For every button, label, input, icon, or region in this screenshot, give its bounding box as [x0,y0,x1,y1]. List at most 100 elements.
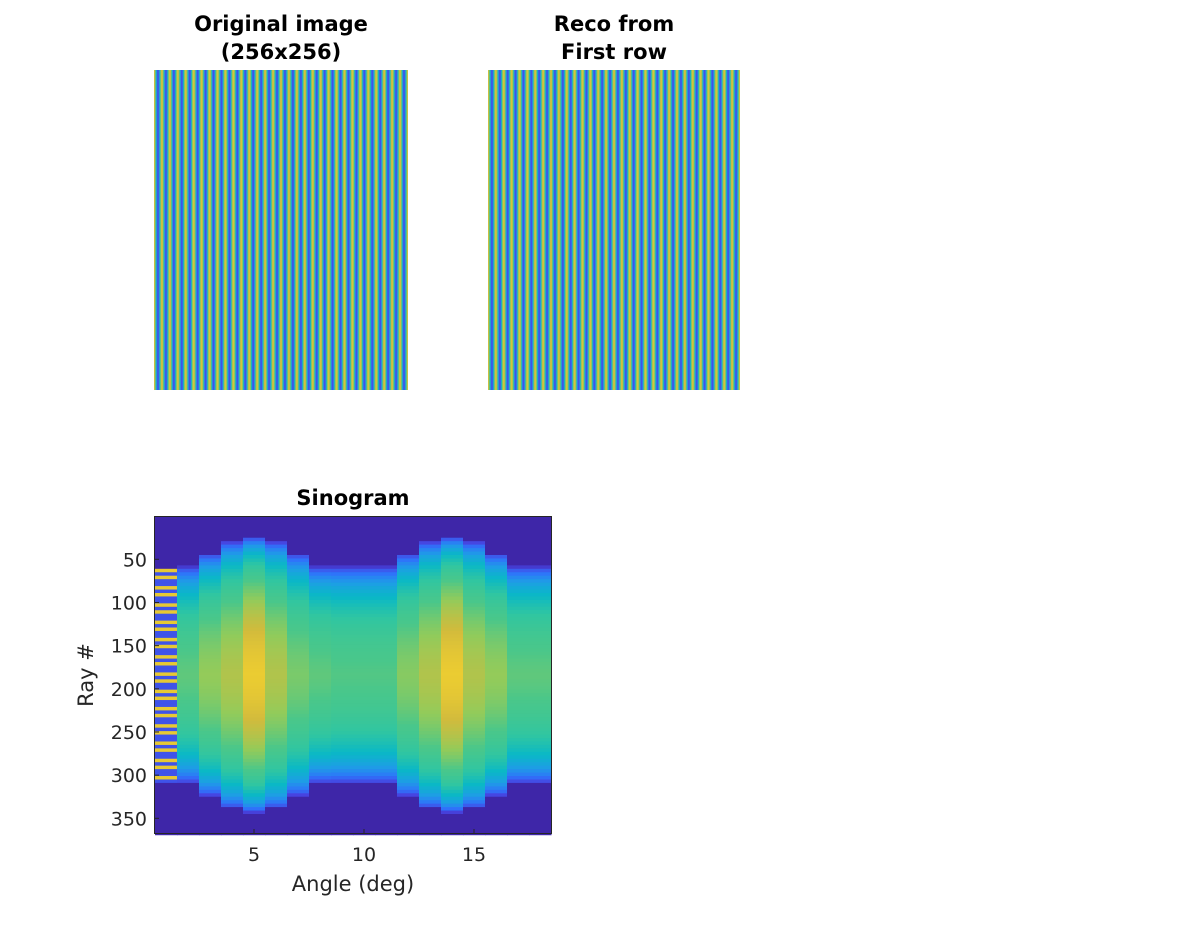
sinogram-cell [309,800,332,805]
sinogram-cell [309,758,332,763]
sinogram-cell [419,596,442,601]
sinogram-cell [353,582,376,587]
sinogram-cell [155,596,178,601]
sinogram-cell [221,693,244,698]
sinogram-cell [155,810,178,815]
sinogram-cell [463,751,486,756]
sinogram-cell [331,627,354,632]
sinogram-cell [287,679,310,684]
sinogram-cell [243,696,266,701]
sinogram-cell [287,731,310,736]
sinogram-cell [375,599,398,604]
sinogram-cell [309,744,332,749]
sinogram-cell [441,724,464,729]
sinogram-cell [441,668,464,673]
sinogram-cell [265,679,288,684]
sinogram-cell [331,789,354,794]
sinogram-cell [397,544,420,549]
sinogram-cell [243,523,266,528]
sinogram-cell [529,765,552,770]
sinogram-cell [221,610,244,615]
sinogram-cell [419,644,442,649]
sinogram-cell [287,789,310,794]
sinogram-cell [199,565,222,570]
sinogram-cell [309,599,332,604]
sinogram-cell [265,693,288,698]
sinogram-cell [353,651,376,656]
sinogram-cell [397,762,420,767]
sinogram-cell [155,682,178,687]
sinogram-cell [199,610,222,615]
sinogram-cell [463,772,486,777]
sinogram-cell [331,668,354,673]
sinogram-cell [199,537,222,542]
sinogram-cell [485,520,508,525]
sinogram-cell [463,630,486,635]
sinogram-cell [529,548,552,553]
sinogram-cell [397,720,420,725]
sinogram-cell [375,665,398,670]
sinogram-cell [397,738,420,742]
sinogram-cell [221,672,244,677]
sinogram-cell [199,762,222,767]
sinogram-cell [177,613,200,618]
sinogram-cell [287,617,310,622]
sinogram-cell [221,741,244,746]
sinogram-cell [529,568,552,573]
sinogram-cell [397,523,420,528]
sinogram-cell [441,769,464,774]
sinogram-cell [155,534,178,539]
sinogram-cell [485,751,508,756]
sinogram-cell [353,534,376,539]
sinogram-cell [419,565,442,570]
sinogram-cell [331,786,354,791]
sinogram-cell [199,779,222,784]
sinogram-cell [507,530,530,535]
sinogram-cell [177,744,200,749]
sinogram-cell [287,572,310,577]
sinogram-cell [397,641,420,646]
sinogram-cell [353,517,376,521]
sinogram-cell [309,679,332,684]
sinogram-cell [331,565,354,570]
sinogram-cell [375,620,398,625]
sinogram-cell [463,720,486,725]
sinogram-cell [529,814,552,818]
sinogram-cell [529,613,552,618]
sinogram-cell [221,668,244,673]
sinogram-cell [375,744,398,749]
sinogram-cell [419,551,442,556]
sinogram-cell [287,769,310,774]
sinogram-cell [221,606,244,611]
sinogram-cell [463,534,486,539]
sinogram-cell [287,710,310,715]
sinogram-cell [485,803,508,808]
sinogram-cell [309,710,332,715]
sinogram-cell [199,613,222,618]
sinogram-cell [507,779,530,784]
sinogram-cell [265,765,288,770]
sinogram-cell [353,530,376,535]
sinogram-cell [177,748,200,753]
sinogram-cell [243,800,266,805]
sinogram-cell [265,620,288,625]
sinogram-cell [287,613,310,618]
sinogram-cell [243,537,266,542]
sinogram-cell [353,807,376,812]
sinogram-cell [221,586,244,591]
sinogram-cell [507,606,530,611]
sinogram-cell [507,744,530,749]
sinogram-cell [397,537,420,542]
sinogram-cell [463,655,486,660]
sinogram-cell [441,568,464,573]
sinogram-cell [309,561,332,566]
sinogram-cell [397,810,420,815]
sinogram-cell [507,527,530,532]
sinogram-cell [375,568,398,573]
sinogram-cell [309,582,332,587]
sinogram-cell [441,658,464,663]
sinogram-cell [243,748,266,753]
sinogram-cell [243,824,266,829]
sinogram-cell [287,793,310,798]
sinogram-cell [375,658,398,663]
